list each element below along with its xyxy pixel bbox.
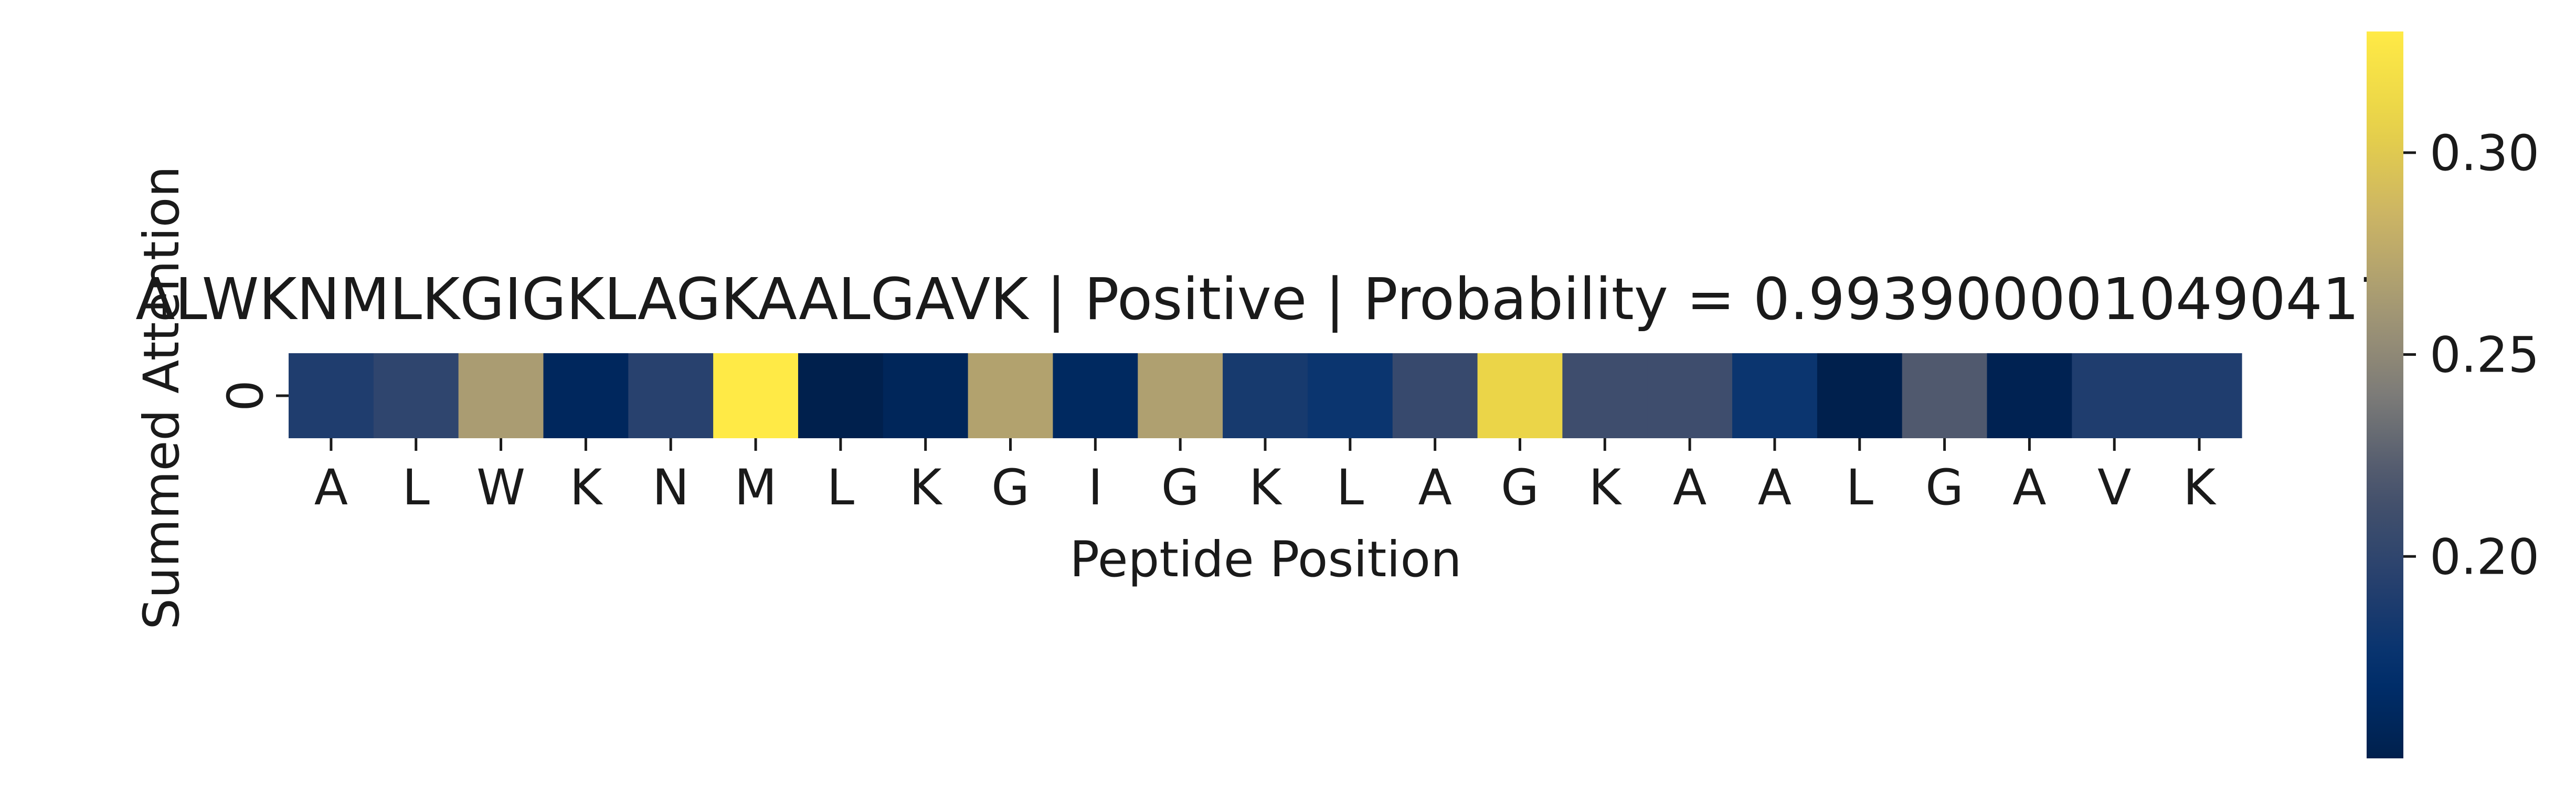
heatmap-cell: [1902, 353, 1988, 438]
y-axis-ticks: 0: [217, 380, 289, 411]
heatmap-cell: [1647, 353, 1733, 438]
heatmap-cells: [289, 353, 2242, 438]
x-tick-label: L: [1337, 459, 1364, 516]
x-tick-label: L: [1846, 459, 1873, 516]
heatmap-cell: [1562, 353, 1648, 438]
x-tick-label: K: [570, 459, 603, 516]
x-tick-label: G: [1501, 459, 1539, 516]
heatmap-cell: [628, 353, 714, 438]
x-tick-label: A: [1673, 459, 1706, 516]
colorbar-ticks: 0.20 0.25 0.30: [2403, 125, 2539, 586]
x-tick-label: N: [652, 459, 689, 516]
colorbar-tick-label: 0.30: [2430, 125, 2539, 182]
x-tick-label: M: [734, 459, 777, 516]
heatmap-cell: [1987, 353, 2072, 438]
y-axis-label: Summed Attention: [133, 166, 190, 630]
heatmap-cell: [458, 353, 544, 438]
x-tick-label: A: [314, 459, 348, 516]
x-tick-label: K: [1588, 459, 1622, 516]
x-tick-label: A: [1758, 459, 1791, 516]
heatmap-cell: [968, 353, 1054, 438]
x-tick-label: G: [1925, 459, 1964, 516]
x-tick-label: K: [2183, 459, 2217, 516]
x-tick-label: G: [991, 459, 1030, 516]
x-tick-label: L: [402, 459, 430, 516]
heatmap-cell: [1223, 353, 1308, 438]
heatmap-cell: [2072, 353, 2157, 438]
colorbar-tick-label: 0.20: [2430, 528, 2539, 586]
heatmap-cell: [543, 353, 629, 438]
heatmap-cell: [1053, 353, 1138, 438]
x-tick-label: A: [2012, 459, 2046, 516]
heatmap-cell: [1817, 353, 1903, 438]
heatmap-cell: [2157, 353, 2242, 438]
colorbar-tick-label: 0.25: [2430, 327, 2539, 384]
heatmap-cell: [883, 353, 969, 438]
x-tick-label: I: [1088, 459, 1103, 516]
x-tick-label: A: [1418, 459, 1451, 516]
colorbar: [2367, 31, 2403, 758]
heatmap-cell: [1732, 353, 1818, 438]
heatmap-cell: [798, 353, 884, 438]
x-axis-label: Peptide Position: [1069, 531, 1461, 588]
x-tick-label: L: [827, 459, 854, 516]
heatmap-cell: [1138, 353, 1223, 438]
x-tick-label: K: [909, 459, 943, 516]
heatmap-cell: [289, 353, 374, 438]
x-tick-label: G: [1161, 459, 1200, 516]
x-tick-label: W: [476, 459, 525, 516]
heatmap-cell: [1392, 353, 1478, 438]
heatmap-cell: [1307, 353, 1393, 438]
heatmap-cell: [713, 353, 799, 438]
x-tick-label: K: [1249, 459, 1282, 516]
chart-title: ALWKNMLKGIGKLAGKAALGAVK | Positive | Pro…: [135, 266, 2396, 333]
heatmap-cell: [373, 353, 459, 438]
x-tick-label: V: [2097, 459, 2131, 516]
heatmap-cell: [1477, 353, 1563, 438]
y-tick-label: 0: [217, 380, 274, 411]
